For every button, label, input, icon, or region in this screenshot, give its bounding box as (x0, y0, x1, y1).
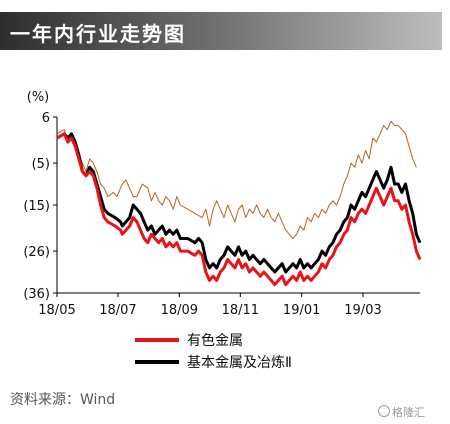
x-tick-label: 18/11 (222, 303, 259, 318)
legend-label: 基本金属及冶炼Ⅱ (187, 355, 292, 371)
legend-swatch-black (135, 360, 179, 364)
y-tick-label: (15) (23, 199, 50, 214)
watermark-icon (378, 405, 390, 417)
chart-title: 一年内行业走势图 (10, 22, 186, 46)
chart-area: (%) 6 (5) (15) (26) (36)18/05 18/07 18/09 18/11 1… (23, 90, 422, 318)
title-bar: 一年内行业走势图 (0, 12, 442, 50)
x-tick-label: 18/07 (99, 303, 136, 318)
x-tick-label: 18/05 (38, 303, 75, 318)
series-line-0 (56, 120, 417, 239)
watermark: 格隆汇 (378, 404, 425, 420)
legend-swatch-red (135, 338, 179, 342)
x-tick-label: 18/09 (161, 303, 198, 318)
source-note: 资料来源：Wind (10, 392, 116, 408)
y-tick-label: (26) (23, 245, 50, 260)
x-tick-label: 19/01 (283, 303, 320, 318)
y-tick-label: 6 (42, 111, 50, 126)
y-tick-label: (36) (23, 287, 50, 302)
y-tick-label: (5) (32, 157, 50, 172)
watermark-text: 格隆汇 (392, 406, 425, 419)
y-axis-label: (%) (27, 90, 50, 105)
legend-label: 有色金属 (187, 333, 243, 349)
series-line-2 (56, 132, 422, 287)
series-line-1 (56, 132, 422, 274)
x-tick-label: 19/03 (344, 303, 381, 318)
